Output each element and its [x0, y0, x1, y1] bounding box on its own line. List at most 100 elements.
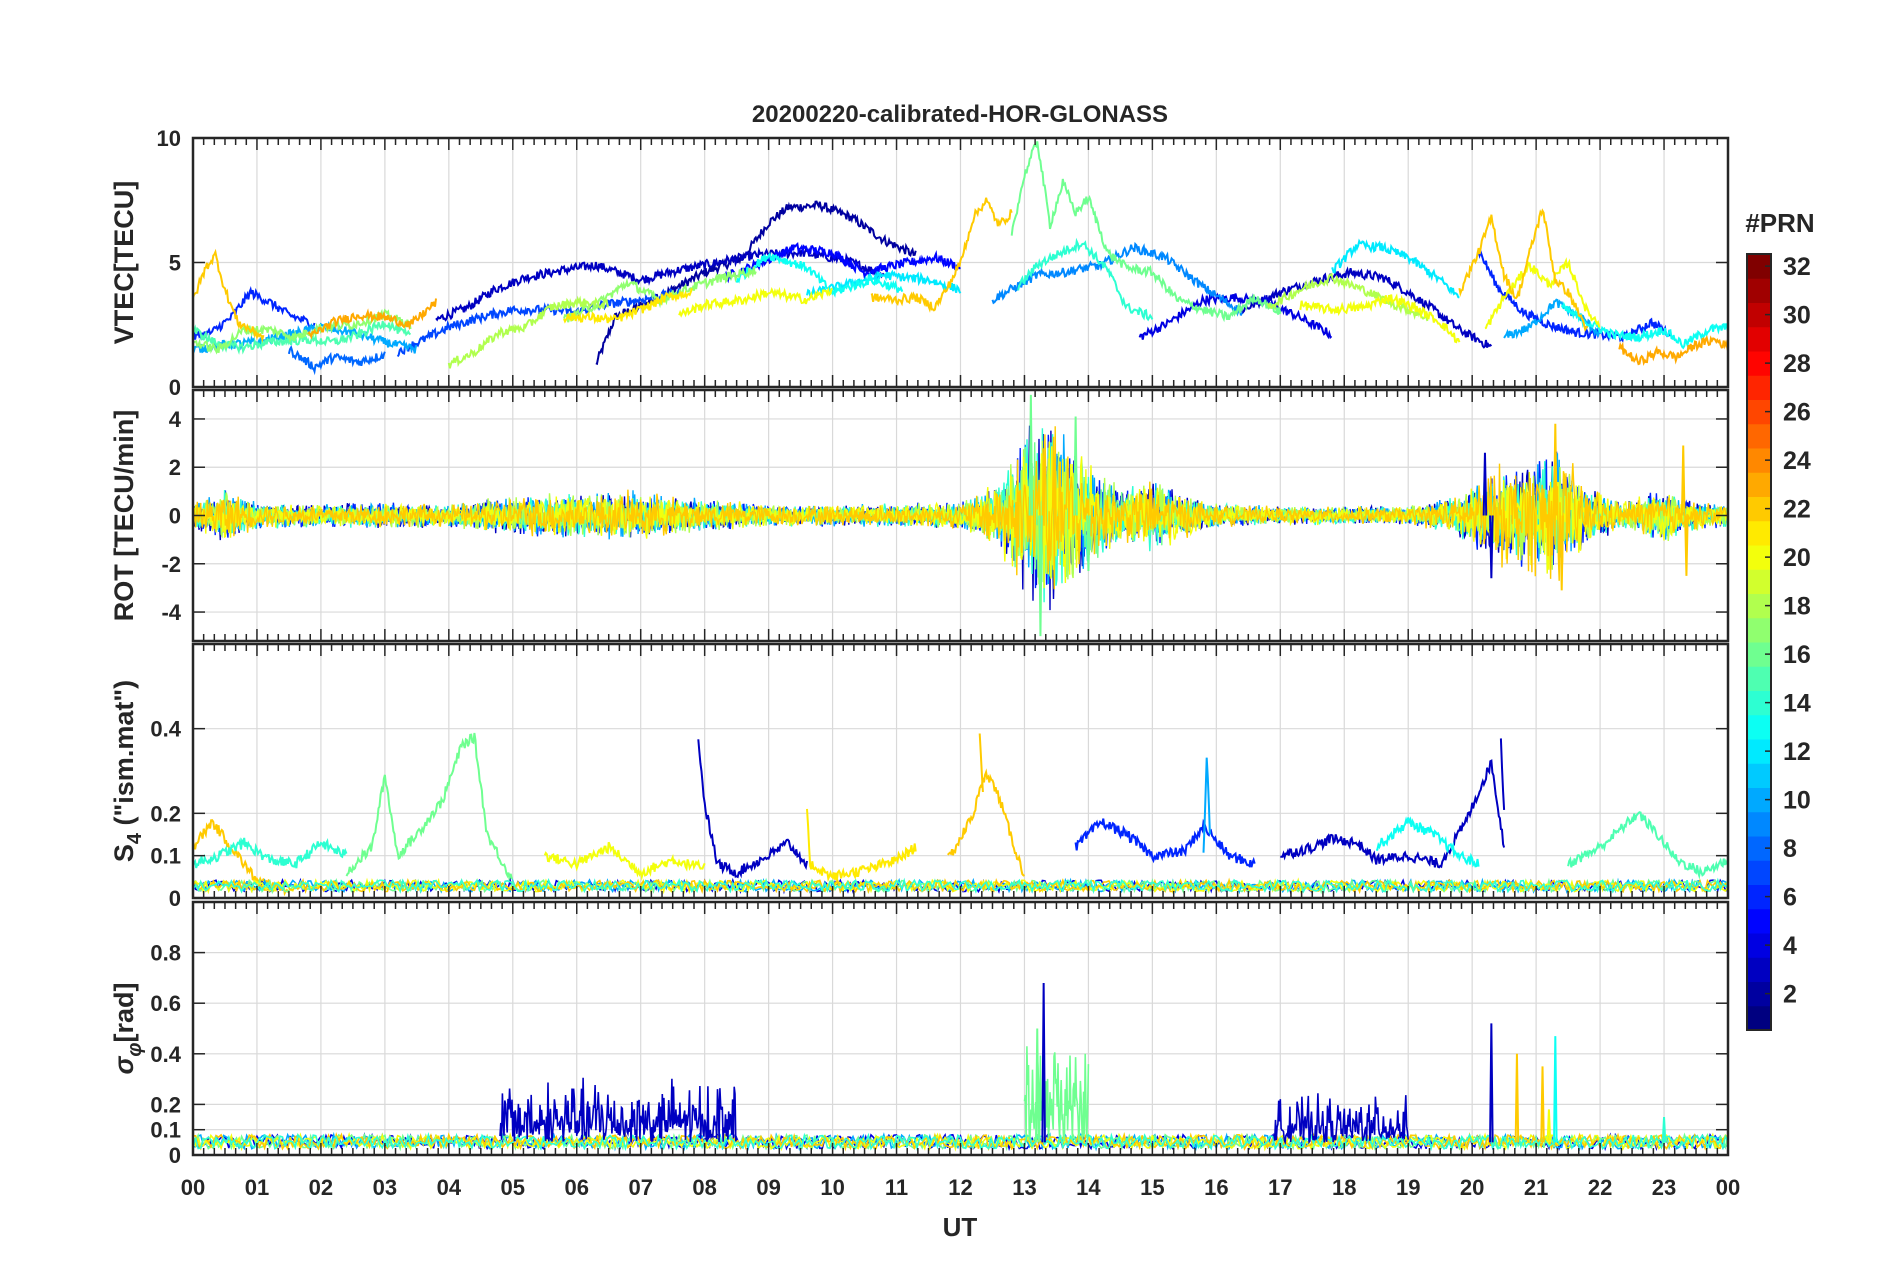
colorbar-tick-label: 32	[1783, 253, 1811, 281]
x-tick-label: 22	[1588, 1175, 1612, 1200]
peak-prn-13	[1553, 1036, 1558, 1143]
colorbar-tick-label: 20	[1783, 544, 1811, 572]
y-tick-label: 0	[169, 1143, 181, 1168]
y-tick-label: 10	[157, 126, 181, 151]
x-tick-label: 03	[373, 1175, 397, 1200]
peak-prn-22	[1540, 1066, 1545, 1143]
peak-prn-16	[1028, 394, 1034, 516]
y-tick-label: 2	[169, 455, 181, 480]
axes-box	[191, 642, 1730, 900]
colorbar-segment	[1747, 278, 1771, 303]
series-group	[193, 394, 1728, 637]
colorbar-tick-label: 6	[1783, 884, 1797, 912]
colorbar-tick-label: 30	[1783, 302, 1811, 330]
series-line-prn-14	[1017, 237, 1154, 322]
colorbar-segment	[1747, 520, 1771, 546]
x-tick-label: 15	[1140, 1175, 1164, 1200]
y-tick-label: 0.1	[150, 1118, 181, 1143]
y-tick-label: 5	[169, 251, 181, 276]
colorbar-tick-label: 8	[1783, 835, 1797, 863]
x-tick-labels: 00 01 02 03 04 05 06 07 08 09 10 11 12 13 14 15 16 17 18 19…	[181, 1175, 1740, 1200]
series-line-prn-8	[287, 344, 386, 376]
series-line-prn-6	[1074, 818, 1256, 868]
colorbar-tick-label: 2	[1783, 981, 1797, 1009]
peak-prn-22	[1559, 515, 1564, 591]
series-line-prn-4	[1138, 292, 1333, 340]
y-label-suffix: ("ism.mat")	[109, 680, 139, 833]
x-tick-label: 18	[1332, 1175, 1356, 1200]
colorbar-segment	[1747, 666, 1771, 691]
y-tick-label: 0.6	[150, 991, 181, 1016]
colorbar-segment	[1747, 375, 1771, 400]
y-tick-label: 0.1	[150, 844, 181, 869]
y-tick-label: 0.2	[150, 801, 181, 826]
colorbar-segment	[1747, 472, 1771, 497]
series-line-prn-21	[806, 808, 917, 883]
peak-prn-16	[1073, 416, 1078, 516]
x-tick-label: 00	[181, 1175, 205, 1200]
series-line-prn-6	[1477, 248, 1672, 343]
axes-box	[191, 388, 1730, 643]
panel-vtec: 0 5 10 VTEC[TECU]	[109, 126, 1730, 400]
y-tick-label: 4	[169, 407, 182, 432]
series-line-prn-22	[193, 819, 290, 897]
x-tick-label: 23	[1652, 1175, 1676, 1200]
colorbar-tick-label: 10	[1783, 787, 1811, 815]
colorbar-segment	[1747, 326, 1771, 352]
peak-prn-22	[1514, 1053, 1520, 1143]
peak-prn-3	[1041, 982, 1046, 1143]
series-line-prn-18	[447, 295, 609, 369]
series-line-prn-3	[1240, 266, 1493, 349]
y-tick-label: 0.2	[150, 1092, 181, 1117]
series-line-prn-12	[1331, 238, 1460, 299]
colorbar-segment	[1747, 714, 1771, 740]
series-line-prn-6	[193, 285, 316, 341]
series-line-prn-10	[1503, 298, 1602, 340]
colorbar-tick-label: 18	[1783, 593, 1811, 621]
x-tick-label: 02	[309, 1175, 333, 1200]
peak-prn-22	[1680, 445, 1686, 516]
colorbar-segment	[1747, 860, 1771, 885]
series-line-prn-20	[1484, 257, 1601, 330]
x-tick-label: 14	[1076, 1175, 1101, 1200]
colorbar-label: #PRN	[1745, 208, 1814, 238]
peak-prn-16	[1038, 515, 1043, 637]
peak-prn-20	[1546, 1109, 1552, 1143]
series-line-prn-23	[307, 298, 437, 340]
series-line-prn-15	[1567, 811, 1728, 880]
colorbar-segment	[1747, 617, 1771, 643]
colorbar-segment	[1747, 423, 1771, 449]
x-tick-label: 20	[1460, 1175, 1484, 1200]
grid	[193, 902, 1728, 1155]
series-line-prn-7	[396, 287, 681, 358]
y-tick-label: 0.4	[150, 1042, 181, 1067]
peak-prn-3	[1489, 515, 1494, 579]
baseline-noise-prn-14	[193, 1131, 1728, 1152]
colorbar-frame	[1746, 253, 1772, 1031]
y-label-main: S	[109, 844, 139, 862]
colorbar-tick-label: 4	[1783, 932, 1797, 960]
colorbar-tick-label: 16	[1783, 641, 1811, 669]
colorbar-segment	[1747, 811, 1771, 837]
y-axis-label-rot: ROT [TECU/min]	[109, 410, 139, 621]
chart-title: 20200220-calibrated-HOR-GLONASS	[752, 101, 1168, 128]
colorbar-tick-label: 12	[1783, 738, 1811, 766]
y-label-main: σ	[109, 1056, 139, 1075]
peak-prn-14	[1661, 1116, 1667, 1143]
x-tick-label: 07	[628, 1175, 652, 1200]
x-axis-label: UT	[943, 1212, 978, 1242]
series-line-prn-13	[1560, 301, 1728, 350]
y-tick-label: 0.4	[150, 717, 181, 742]
colorbar-segment	[1747, 957, 1771, 982]
x-tick-label: 00	[1716, 1175, 1740, 1200]
colorbar-segment	[1747, 569, 1771, 594]
peak-prn-16	[1086, 515, 1091, 572]
series-line-prn-10	[1202, 757, 1211, 853]
panel-sigma_phi: 00.10.20.40.60.8σφ[rad]	[109, 900, 1730, 1168]
x-tick-label: 12	[948, 1175, 972, 1200]
series-line-prn-22	[978, 733, 984, 793]
burst-prn-3	[499, 1077, 738, 1143]
x-tick-label: 21	[1524, 1175, 1548, 1200]
